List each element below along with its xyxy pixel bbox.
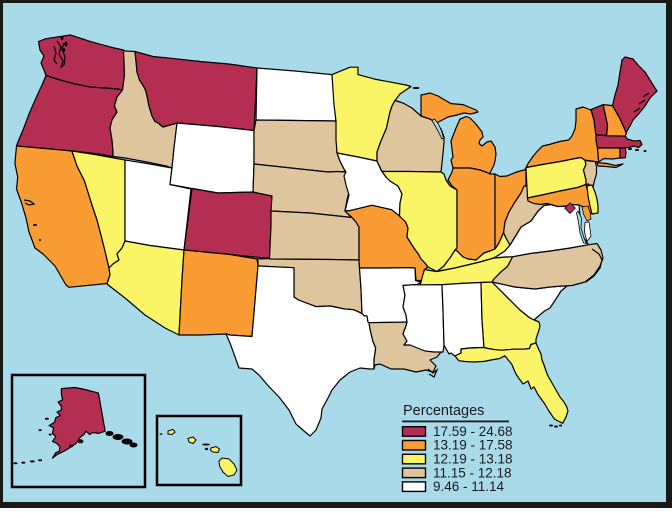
svg-text:12.19 - 13.18: 12.19 - 13.18 [433,452,513,467]
svg-text:17.59 - 24.68: 17.59 - 24.68 [433,424,513,439]
svg-text:11.15 - 12.18: 11.15 - 12.18 [433,465,512,480]
svg-text:9.46 - 11.14: 9.46 - 11.14 [433,479,505,494]
svg-text:Percentages: Percentages [403,403,484,419]
svg-text:13.19 - 17.58: 13.19 - 17.58 [433,438,513,453]
